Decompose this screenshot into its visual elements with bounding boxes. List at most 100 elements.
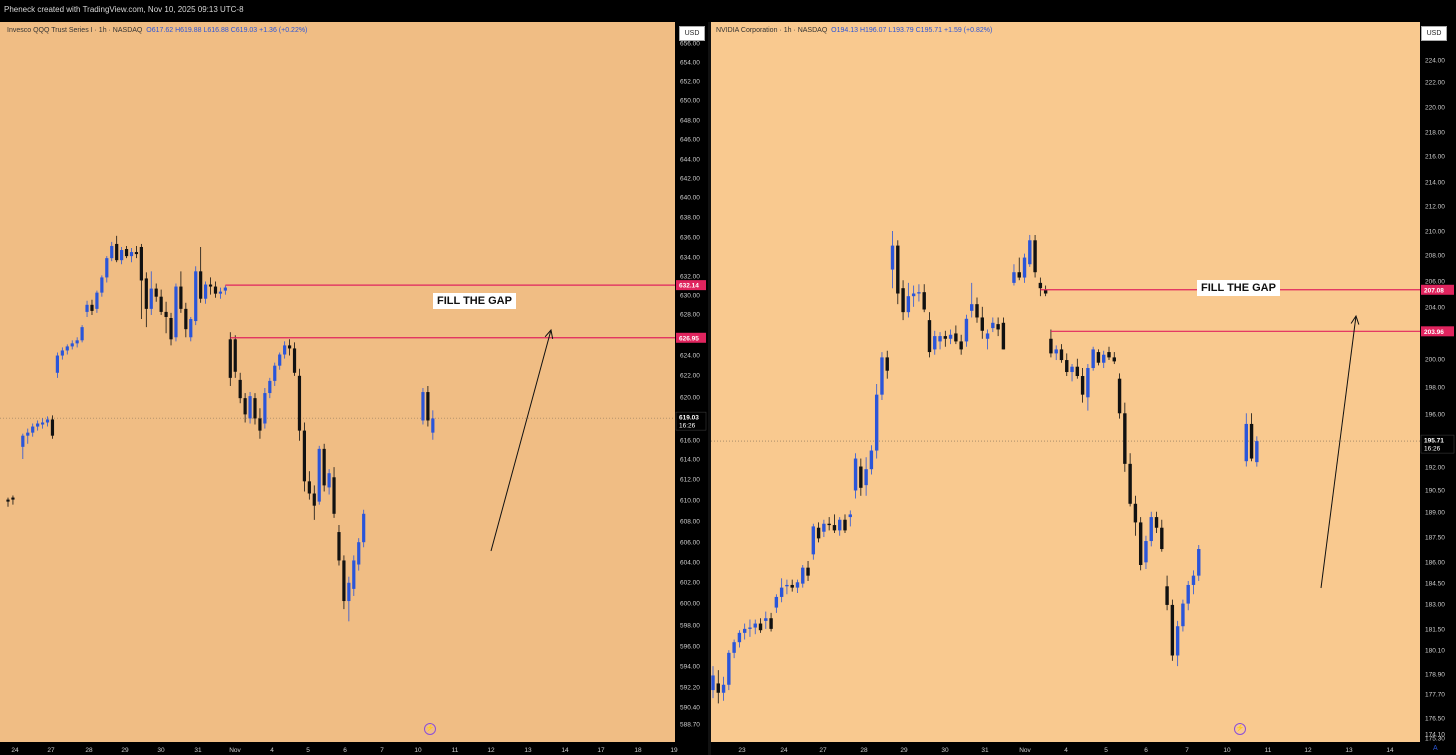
candle-body (194, 271, 198, 322)
candle-body (129, 252, 134, 257)
candle-body (1086, 368, 1090, 398)
candle-body (832, 525, 837, 531)
credit-text: Pheneck created with TradingView.com, No… (4, 5, 244, 14)
candle (317, 445, 321, 505)
candle-body (347, 582, 351, 602)
time-axis (711, 742, 1420, 755)
currency-button-qqq[interactable]: USD (679, 26, 705, 41)
candle-body (1249, 423, 1254, 459)
candle (1049, 329, 1053, 358)
annotation-fill-the-gap-qqq[interactable]: FILL THE GAP (433, 293, 516, 309)
candle-body (980, 317, 984, 331)
candle-body (159, 296, 163, 312)
candle-body (45, 419, 50, 423)
candle-body (779, 587, 784, 597)
candle (869, 445, 874, 475)
time-tick-label: 7 (1185, 747, 1189, 754)
candle (938, 332, 942, 350)
candle (779, 578, 784, 603)
candle-body (223, 287, 227, 291)
candle-body (85, 304, 89, 312)
price-tick-label: 616.00 (680, 438, 700, 445)
candle-body (342, 560, 346, 602)
candle-body (263, 393, 267, 424)
candle-body (110, 245, 114, 259)
candle (954, 325, 958, 345)
candle (1075, 358, 1080, 379)
currency-button-nvda[interactable]: USD (1421, 26, 1447, 41)
candle (801, 564, 805, 588)
candle (748, 619, 752, 637)
gap-price-tag-label: 626.95 (679, 335, 699, 342)
candle (1197, 545, 1201, 581)
time-tick-label: 19 (670, 747, 678, 754)
candle-body (774, 596, 779, 608)
candle (1054, 345, 1058, 361)
candle (11, 495, 15, 505)
candle-body (943, 336, 948, 339)
lightning-icon[interactable]: ⚡ (424, 723, 436, 735)
candle (263, 388, 267, 429)
candle-body (1197, 549, 1201, 576)
price-tick-label: 200.00 (1425, 357, 1445, 364)
candle-body (337, 532, 341, 561)
annotation-fill-the-gap-nvda[interactable]: FILL THE GAP (1197, 280, 1280, 296)
candle (927, 312, 932, 358)
candle-body (758, 623, 763, 631)
time-tick-label: Nov (229, 747, 241, 754)
time-tick-label: 10 (414, 747, 422, 754)
candle (65, 344, 69, 355)
price-tick-label: 178.90 (1425, 672, 1445, 679)
candle (322, 443, 326, 492)
gap-price-tag-label: 203.96 (1424, 329, 1444, 336)
candle-body (1175, 626, 1180, 656)
candle (312, 485, 316, 520)
price-axis (675, 22, 708, 755)
candle-body (426, 392, 430, 421)
candle-body (75, 340, 79, 344)
candle (302, 422, 306, 492)
candle-body (890, 245, 895, 270)
candle-body (1160, 527, 1164, 550)
price-tick-label: 650.00 (680, 98, 700, 105)
candle-body (885, 357, 889, 371)
candle-body (975, 304, 979, 318)
price-tick-label: 604.00 (680, 560, 700, 567)
price-tick-label: 622.00 (680, 373, 700, 380)
lightning-icon[interactable]: ⚡ (1234, 723, 1246, 735)
chart-nvda-canvas[interactable]: 224.00 222.00 220.00 218.00 216.00 214.00 212.… (711, 22, 1456, 755)
chart-panel-qqq[interactable]: 656.00 654.00 652.00 650.00 648.00 646.00 644.… (0, 22, 708, 755)
candle (228, 332, 232, 386)
candle-body (124, 249, 129, 257)
candle (1133, 495, 1138, 536)
time-tick-label: 29 (900, 747, 908, 754)
candle-body (1091, 349, 1095, 369)
candle (362, 509, 366, 548)
last-price-label: 195.71 (1424, 438, 1444, 445)
chart-qqq-canvas[interactable]: 656.00 654.00 652.00 650.00 648.00 646.00 644.… (0, 22, 708, 755)
candle (911, 285, 916, 307)
symbol-header-qqq: Invesco QQQ Trust Series I · 1h · NASDAQ… (7, 27, 307, 34)
price-tick-label: 614.00 (680, 457, 700, 464)
candle-body (922, 292, 926, 310)
time-tick-label: 27 (47, 747, 55, 754)
auto-scale-button[interactable]: A (1433, 745, 1438, 752)
candle-body (307, 481, 311, 494)
candle-body (896, 245, 900, 294)
time-tick-label: 10 (1223, 747, 1231, 754)
candle-body (816, 527, 821, 539)
candle-body (120, 250, 124, 261)
chart-panel-nvda[interactable]: 224.00 222.00 220.00 218.00 216.00 214.00 212.… (711, 22, 1456, 755)
candle-body (1112, 357, 1116, 362)
candle (347, 576, 351, 622)
candle-body (80, 327, 84, 341)
candle (917, 284, 921, 302)
price-tick-label: 656.00 (680, 41, 700, 48)
candle (980, 306, 984, 339)
candle (864, 457, 868, 496)
candle-body (40, 422, 45, 425)
candle (45, 416, 50, 427)
candle (1149, 511, 1153, 547)
candle (1160, 519, 1164, 552)
panel-divider[interactable] (708, 22, 711, 755)
